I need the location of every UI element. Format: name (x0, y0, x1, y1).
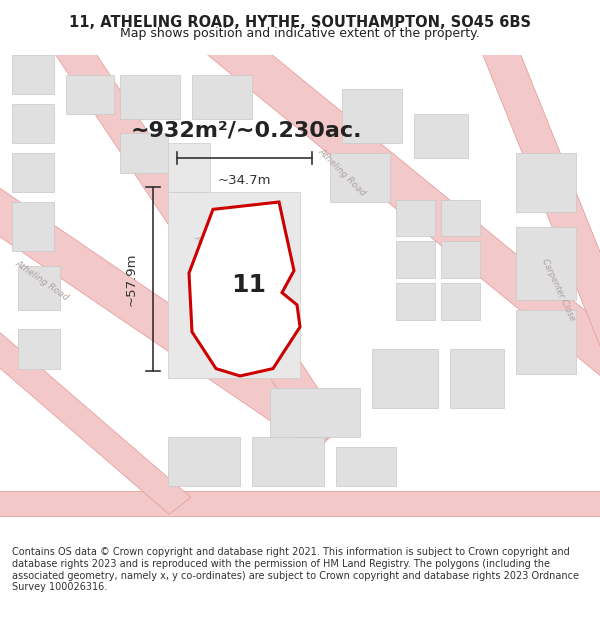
Polygon shape (66, 74, 114, 114)
Polygon shape (336, 447, 396, 486)
Polygon shape (396, 283, 435, 319)
Text: 11, ATHELING ROAD, HYTHE, SOUTHAMPTON, SO45 6BS: 11, ATHELING ROAD, HYTHE, SOUTHAMPTON, S… (69, 16, 531, 31)
Polygon shape (0, 316, 191, 514)
Text: Carpenter Close: Carpenter Close (539, 258, 577, 322)
Text: Map shows position and indicative extent of the property.: Map shows position and indicative extent… (120, 27, 480, 39)
Polygon shape (270, 388, 360, 438)
Polygon shape (330, 153, 390, 202)
Text: 11: 11 (232, 273, 266, 298)
Text: Contains OS data © Crown copyright and database right 2021. This information is : Contains OS data © Crown copyright and d… (12, 548, 579, 592)
Polygon shape (450, 349, 504, 408)
Text: ~34.7m: ~34.7m (218, 174, 272, 187)
Polygon shape (12, 104, 54, 143)
Polygon shape (441, 241, 480, 278)
Polygon shape (475, 26, 600, 378)
Polygon shape (441, 283, 480, 319)
Polygon shape (342, 89, 402, 143)
Polygon shape (168, 143, 210, 192)
Text: Atheling Road: Atheling Road (192, 234, 240, 288)
Polygon shape (189, 202, 300, 376)
Polygon shape (12, 202, 54, 251)
Text: Atheling Road: Atheling Road (316, 147, 368, 198)
Polygon shape (414, 114, 468, 158)
Polygon shape (396, 241, 435, 278)
Polygon shape (372, 349, 438, 408)
Polygon shape (516, 310, 576, 374)
Polygon shape (0, 491, 600, 516)
Text: ~57.9m: ~57.9m (125, 252, 138, 306)
Text: ~932m²/~0.230ac.: ~932m²/~0.230ac. (130, 121, 362, 141)
Polygon shape (168, 438, 240, 486)
Polygon shape (516, 226, 576, 300)
Polygon shape (120, 133, 168, 172)
Polygon shape (396, 199, 435, 236)
Polygon shape (44, 24, 346, 444)
Polygon shape (120, 74, 180, 119)
Polygon shape (516, 153, 576, 212)
Polygon shape (18, 266, 60, 310)
Polygon shape (252, 438, 324, 486)
Polygon shape (12, 55, 54, 94)
Polygon shape (194, 18, 600, 387)
Polygon shape (168, 192, 300, 378)
Polygon shape (192, 74, 252, 119)
Polygon shape (441, 199, 480, 236)
Polygon shape (18, 329, 60, 369)
Polygon shape (0, 178, 344, 451)
Text: Atheling Road: Atheling Road (14, 259, 70, 302)
Polygon shape (12, 153, 54, 192)
